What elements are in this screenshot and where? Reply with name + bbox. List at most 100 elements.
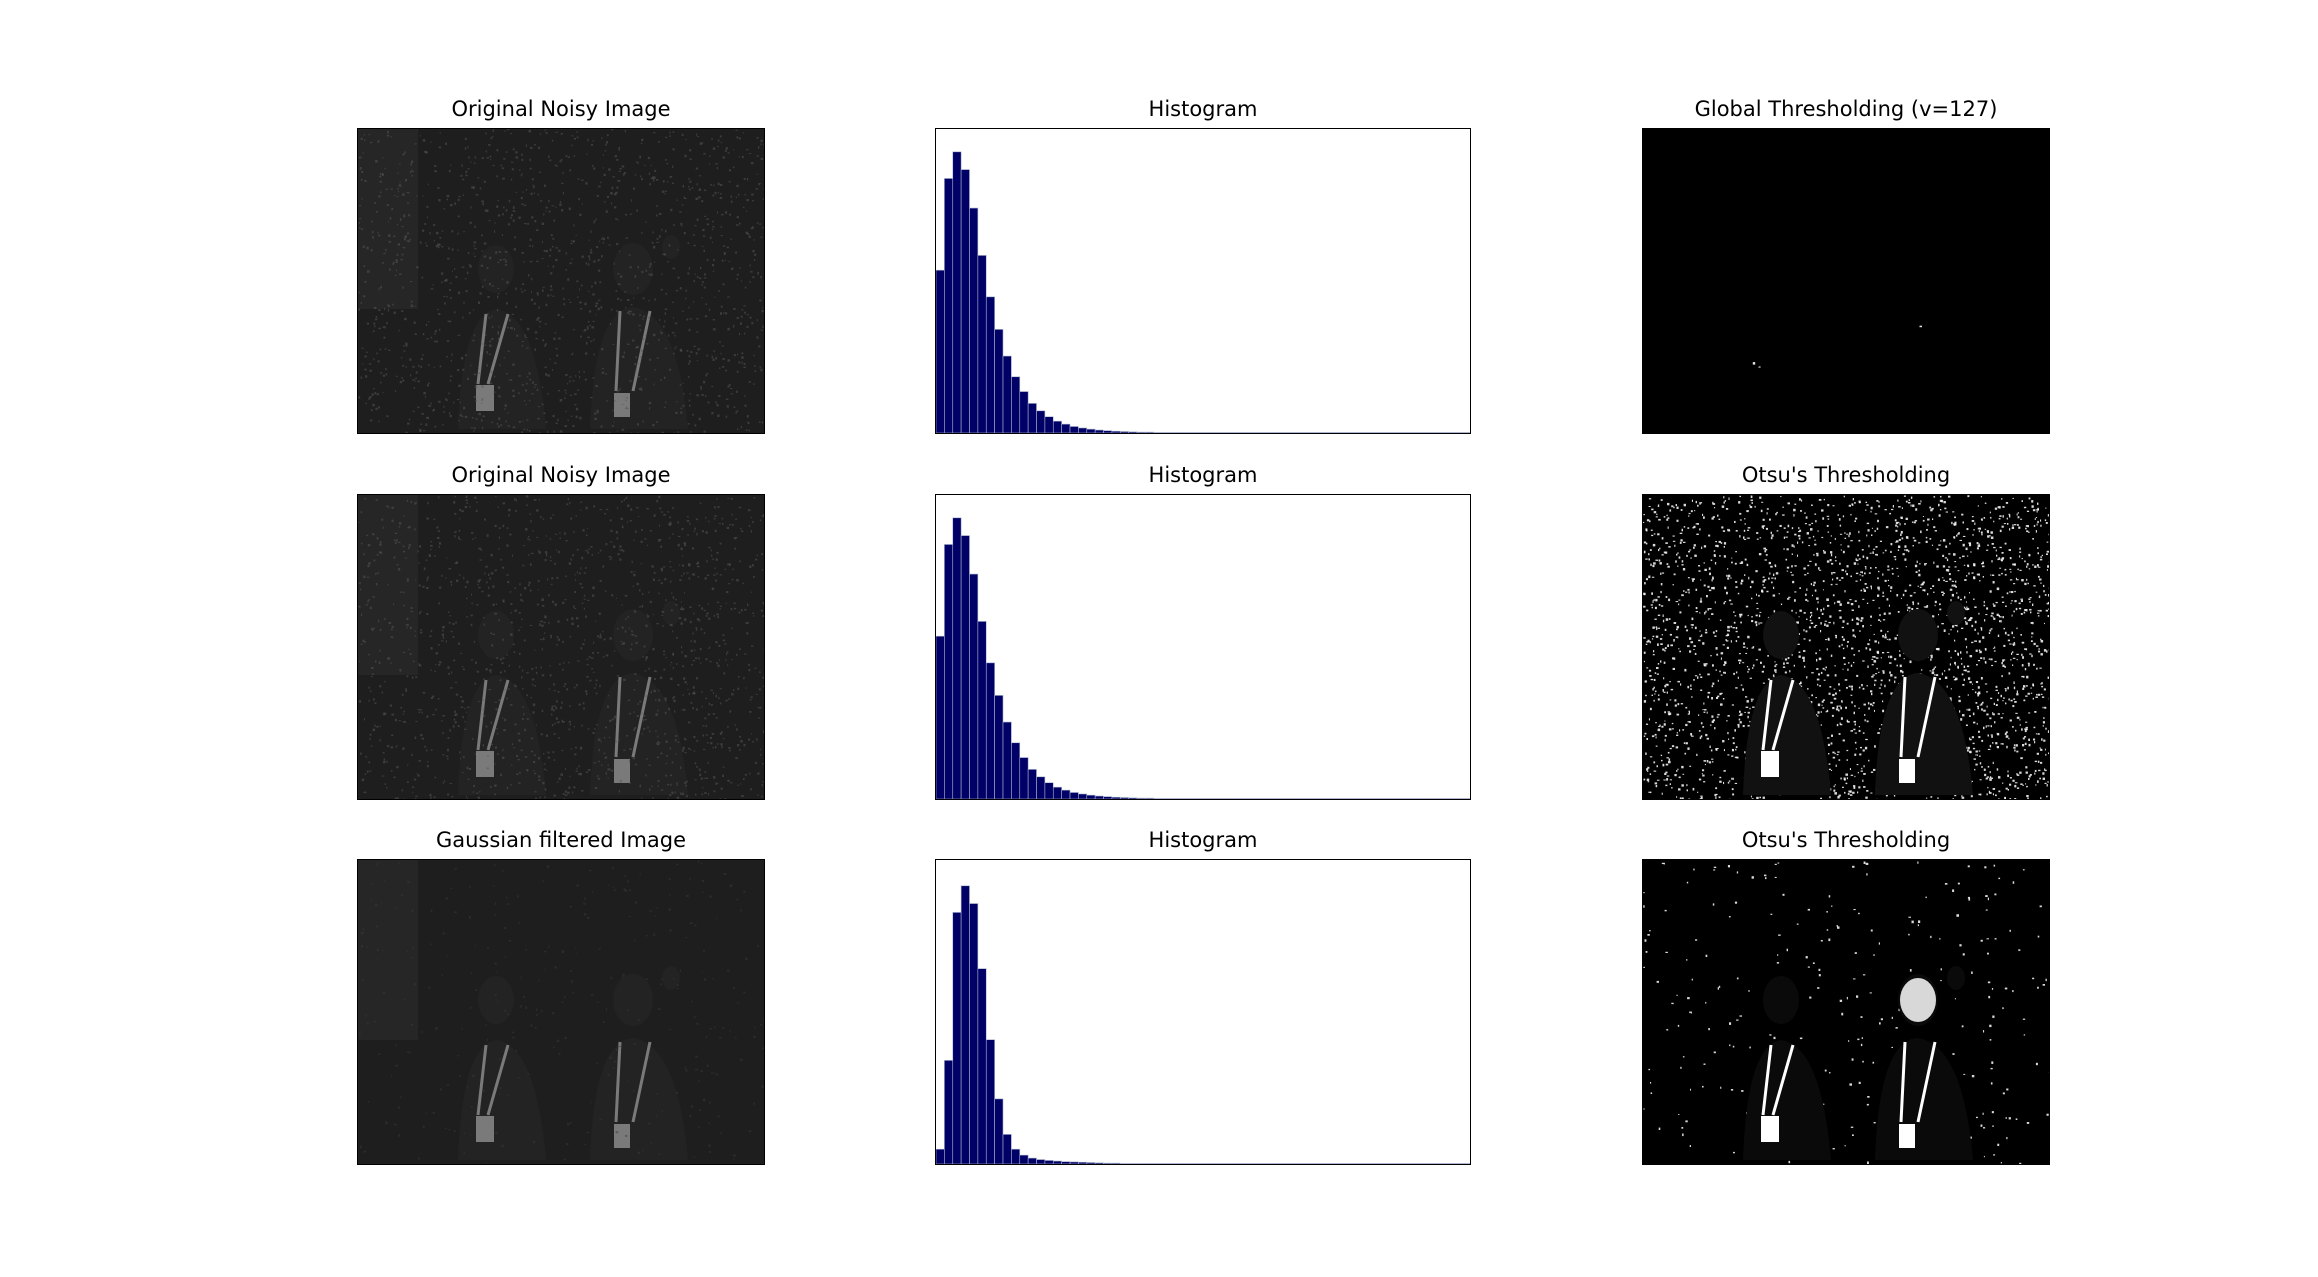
histogram-bar xyxy=(969,573,979,799)
histogram-bar xyxy=(1027,403,1037,433)
histogram-bar xyxy=(1011,1148,1021,1164)
row3-threshold-image xyxy=(1642,859,2050,1165)
row1-histogram-plot xyxy=(935,128,1471,434)
histogram-bar xyxy=(1153,1163,1163,1164)
row1-histogram-title: Histogram xyxy=(1148,97,1258,121)
histogram-bar xyxy=(1429,1163,1439,1164)
histogram-bar xyxy=(1404,798,1414,799)
histogram-bar xyxy=(1036,776,1046,799)
histogram-bar xyxy=(1220,1163,1230,1164)
histogram-bar xyxy=(1413,432,1423,433)
histogram-bar xyxy=(1463,798,1470,799)
histogram-bar xyxy=(1362,798,1372,799)
histogram-bar xyxy=(977,255,987,433)
histogram-bar xyxy=(1044,1160,1054,1164)
histogram-bar xyxy=(977,968,987,1164)
histogram-bar xyxy=(994,329,1004,433)
histogram-bar xyxy=(1321,432,1330,433)
row2-threshold-image xyxy=(1642,494,2050,800)
histogram-bar xyxy=(1396,798,1406,799)
histogram-bar xyxy=(1011,742,1021,799)
histogram-bar xyxy=(1295,798,1305,799)
histogram-bar xyxy=(1153,798,1163,799)
histogram-bar xyxy=(1228,432,1238,433)
histogram-bar xyxy=(1362,432,1372,433)
histogram-bar xyxy=(1145,1163,1155,1164)
histogram-bar xyxy=(952,151,962,433)
row1-threshold-title: Global Thresholding (v=127) xyxy=(1694,97,1998,121)
histogram-bar xyxy=(969,207,979,433)
histogram-bar xyxy=(1203,1163,1213,1164)
histogram-bar xyxy=(1337,432,1347,433)
histogram-bar xyxy=(944,1060,954,1164)
histogram-bar xyxy=(1019,391,1029,433)
image-background xyxy=(358,129,764,433)
histogram-bar xyxy=(1254,798,1263,799)
histogram-bar xyxy=(960,535,970,799)
histogram-bar xyxy=(1438,798,1448,799)
histogram-bar xyxy=(1119,431,1129,433)
image-background xyxy=(1643,129,2049,433)
histogram-bar xyxy=(1086,1162,1096,1164)
histogram-bar xyxy=(1094,429,1104,433)
histogram-bar xyxy=(1329,432,1339,433)
histogram-bar xyxy=(1145,797,1155,799)
histogram-bar xyxy=(1254,432,1263,433)
noise-speckles xyxy=(1752,325,1922,368)
histogram-bar xyxy=(1203,798,1213,799)
histogram-bar xyxy=(1195,1163,1205,1164)
histogram-bar xyxy=(1228,1163,1238,1164)
histogram-bar xyxy=(952,912,962,1164)
row3-threshold-panel: Otsu's Thresholding xyxy=(1642,828,2050,1165)
histogram-bar xyxy=(1061,423,1071,433)
histogram-bar xyxy=(1379,1163,1389,1164)
histogram-bar xyxy=(969,903,979,1164)
row2-image-title: Original Noisy Image xyxy=(451,463,671,487)
histogram-bar xyxy=(1455,798,1465,799)
histogram-bar xyxy=(1027,1157,1037,1164)
histogram-bar xyxy=(1446,1163,1456,1164)
histogram-bar xyxy=(1262,798,1272,799)
histogram-bar xyxy=(1346,798,1356,799)
histogram-bar xyxy=(1329,798,1339,799)
histogram-bar xyxy=(1404,432,1414,433)
histogram-bar xyxy=(1312,432,1322,433)
histogram-bar xyxy=(994,695,1004,799)
histogram-bar xyxy=(1111,1162,1121,1164)
noise-speckles xyxy=(359,860,764,1164)
histogram-bar xyxy=(1321,1163,1330,1164)
histogram-bar xyxy=(1421,798,1431,799)
histogram-bar xyxy=(1161,798,1171,799)
histogram-bar xyxy=(1362,1163,1372,1164)
row2-histogram-plot xyxy=(935,494,1471,800)
histogram-bar xyxy=(1413,798,1423,799)
histogram-bar xyxy=(1463,1163,1470,1164)
histogram-bar xyxy=(1044,416,1054,433)
histogram-bar xyxy=(1388,1163,1398,1164)
histogram-bar xyxy=(1228,798,1238,799)
histogram-bar xyxy=(1413,1163,1423,1164)
histogram-bar xyxy=(1287,432,1297,433)
histogram-bar xyxy=(1279,798,1289,799)
histogram-bar xyxy=(1128,1163,1138,1164)
histogram-bar xyxy=(960,885,970,1164)
histogram-bar xyxy=(1446,432,1456,433)
row2-image-panel: Original Noisy Image xyxy=(357,463,765,800)
histogram-bar xyxy=(1212,432,1222,433)
row1-threshold-image xyxy=(1642,128,2050,434)
people-silhouettes xyxy=(458,601,688,795)
histogram-bar xyxy=(1145,431,1155,433)
histogram-bar xyxy=(1061,789,1071,799)
histogram-bar xyxy=(985,1039,995,1164)
histogram-bar xyxy=(977,621,987,799)
row3-filtered-image xyxy=(357,859,765,1165)
row3-histogram-plot xyxy=(935,859,1471,1165)
histogram-bar xyxy=(985,296,995,433)
people-silhouettes xyxy=(458,235,688,429)
histogram-bar xyxy=(936,1148,945,1164)
histogram-bar xyxy=(1069,792,1079,799)
histogram-bar xyxy=(1086,794,1096,799)
histogram-bar xyxy=(1212,798,1222,799)
histogram-bar xyxy=(1002,1134,1012,1164)
image-background xyxy=(1643,495,2049,799)
